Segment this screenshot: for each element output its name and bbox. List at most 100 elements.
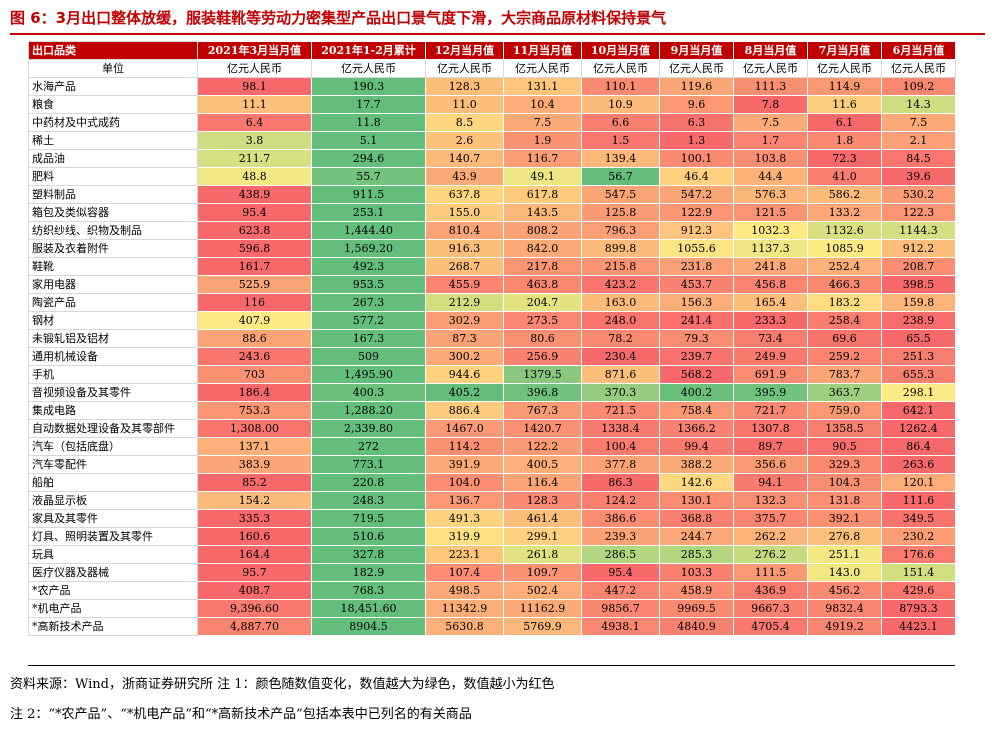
row-label: 稀土 bbox=[28, 131, 198, 150]
value-cell: 238.9 bbox=[881, 311, 956, 330]
table-row: 手机 703 1,495.90 944.6 1379.5 871.6 568.2 691.9 7… bbox=[28, 365, 956, 384]
value-cell: 249.9 bbox=[733, 347, 808, 366]
value-cell: 1.8 bbox=[807, 131, 882, 150]
value-cell: 2.6 bbox=[425, 131, 504, 150]
value-cell: 18,451.60 bbox=[311, 599, 426, 618]
value-cell: 396.8 bbox=[503, 383, 582, 402]
value-cell: 124.2 bbox=[581, 491, 660, 510]
value-cell: 85.2 bbox=[197, 473, 312, 492]
value-cell: 912.3 bbox=[659, 221, 734, 240]
value-cell: 773.1 bbox=[311, 455, 426, 474]
value-cell: 116 bbox=[197, 293, 312, 312]
table-row: 钢材 407.9 577.2 302.9 273.5 248.0 241.4 233.3 258… bbox=[28, 311, 956, 330]
table-row: 液晶显示板 154.2 248.3 136.7 128.3 124.2 130.1 132.3… bbox=[28, 491, 956, 510]
value-cell: 349.5 bbox=[881, 509, 956, 528]
unit-cell: 亿元人民币 bbox=[733, 59, 808, 78]
value-cell: 810.4 bbox=[425, 221, 504, 240]
table-row: 箱包及类似容器 95.4 253.1 155.0 143.5 125.8 122.9 121.… bbox=[28, 203, 956, 222]
value-cell: 119.6 bbox=[659, 77, 734, 96]
value-cell: 79.3 bbox=[659, 329, 734, 348]
value-cell: 463.8 bbox=[503, 275, 582, 294]
value-cell: 436.9 bbox=[733, 581, 808, 600]
value-cell: 103.8 bbox=[733, 149, 808, 168]
value-cell: 217.8 bbox=[503, 257, 582, 276]
value-cell: 78.2 bbox=[581, 329, 660, 348]
value-cell: 456.2 bbox=[807, 581, 882, 600]
header-period: 11月当月值 bbox=[503, 41, 582, 60]
table-row: 自动数据处理设备及其零部件 1,308.00 2,339.80 1467.0 1420.… bbox=[28, 419, 956, 438]
value-cell: 114.2 bbox=[425, 437, 504, 456]
row-label: 箱包及类似容器 bbox=[28, 203, 198, 222]
value-cell: 143.0 bbox=[807, 563, 882, 582]
value-cell: 400.3 bbox=[311, 383, 426, 402]
value-cell: 132.3 bbox=[733, 491, 808, 510]
value-cell: 423.2 bbox=[581, 275, 660, 294]
value-cell: 1055.6 bbox=[659, 239, 734, 258]
value-cell: 244.7 bbox=[659, 527, 734, 546]
value-cell: 87.3 bbox=[425, 329, 504, 348]
value-cell: 298.1 bbox=[881, 383, 956, 402]
row-label: 粮食 bbox=[28, 95, 198, 114]
value-cell: 453.7 bbox=[659, 275, 734, 294]
value-cell: 1144.3 bbox=[881, 221, 956, 240]
value-cell: 721.5 bbox=[581, 401, 660, 420]
value-cell: 400.5 bbox=[503, 455, 582, 474]
table-row: 成品油 211.7 294.6 140.7 116.7 139.4 100.1 103.8 72… bbox=[28, 149, 956, 168]
value-cell: 842.0 bbox=[503, 239, 582, 258]
value-cell: 14.3 bbox=[881, 95, 956, 114]
value-cell: 94.1 bbox=[733, 473, 808, 492]
value-cell: 753.3 bbox=[197, 401, 312, 420]
value-cell: 167.3 bbox=[311, 329, 426, 348]
value-cell: 8.5 bbox=[425, 113, 504, 132]
value-cell: 1.9 bbox=[503, 131, 582, 150]
table-row: *机电产品 9,396.60 18,451.60 11342.9 11162.9 9856… bbox=[28, 599, 956, 618]
value-cell: 263.6 bbox=[881, 455, 956, 474]
value-cell: 383.9 bbox=[197, 455, 312, 474]
value-cell: 1.7 bbox=[733, 131, 808, 150]
value-cell: 377.8 bbox=[581, 455, 660, 474]
value-cell: 252.4 bbox=[807, 257, 882, 276]
value-cell: 447.2 bbox=[581, 581, 660, 600]
value-cell: 156.3 bbox=[659, 293, 734, 312]
value-cell: 110.1 bbox=[581, 77, 660, 96]
value-cell: 577.2 bbox=[311, 311, 426, 330]
value-cell: 547.2 bbox=[659, 185, 734, 204]
value-cell: 1032.3 bbox=[733, 221, 808, 240]
value-cell: 99.4 bbox=[659, 437, 734, 456]
value-cell: 165.4 bbox=[733, 293, 808, 312]
value-cell: 84.5 bbox=[881, 149, 956, 168]
table-row: 集成电路 753.3 1,288.20 886.4 767.3 721.5 758.4 721… bbox=[28, 401, 956, 420]
value-cell: 95.4 bbox=[581, 563, 660, 582]
value-cell: 128.3 bbox=[503, 491, 582, 510]
value-cell: 131.1 bbox=[503, 77, 582, 96]
row-label: 未锻轧铝及铝材 bbox=[28, 329, 198, 348]
table-row: 汽车（包括底盘） 137.1 272 114.2 122.2 100.4 99.4 89.7 9… bbox=[28, 437, 956, 456]
value-cell: 4840.9 bbox=[659, 617, 734, 636]
value-cell: 190.3 bbox=[311, 77, 426, 96]
table-row: 通用机械设备 243.6 509 300.2 256.9 230.4 239.7 249.9 2… bbox=[28, 347, 956, 366]
value-cell: 1,308.00 bbox=[197, 419, 312, 438]
value-cell: 1467.0 bbox=[425, 419, 504, 438]
value-cell: 911.5 bbox=[311, 185, 426, 204]
row-label: 服装及衣着附件 bbox=[28, 239, 198, 258]
value-cell: 1137.3 bbox=[733, 239, 808, 258]
value-cell: 65.5 bbox=[881, 329, 956, 348]
value-cell: 510.6 bbox=[311, 527, 426, 546]
value-cell: 114.9 bbox=[807, 77, 882, 96]
value-cell: 17.7 bbox=[311, 95, 426, 114]
value-cell: 458.9 bbox=[659, 581, 734, 600]
value-cell: 9856.7 bbox=[581, 599, 660, 618]
value-cell: 95.7 bbox=[197, 563, 312, 582]
value-cell: 691.9 bbox=[733, 365, 808, 384]
table-row: 粮食 11.1 17.7 11.0 10.4 10.9 9.6 7.8 11.6 14.3 bbox=[28, 95, 956, 114]
value-cell: 163.0 bbox=[581, 293, 660, 312]
header-category: 出口品类 bbox=[28, 41, 198, 60]
value-cell: 143.5 bbox=[503, 203, 582, 222]
value-cell: 43.9 bbox=[425, 167, 504, 186]
value-cell: 1358.5 bbox=[807, 419, 882, 438]
value-cell: 248.0 bbox=[581, 311, 660, 330]
value-cell: 160.6 bbox=[197, 527, 312, 546]
value-cell: 73.4 bbox=[733, 329, 808, 348]
value-cell: 161.7 bbox=[197, 257, 312, 276]
value-cell: 46.4 bbox=[659, 167, 734, 186]
